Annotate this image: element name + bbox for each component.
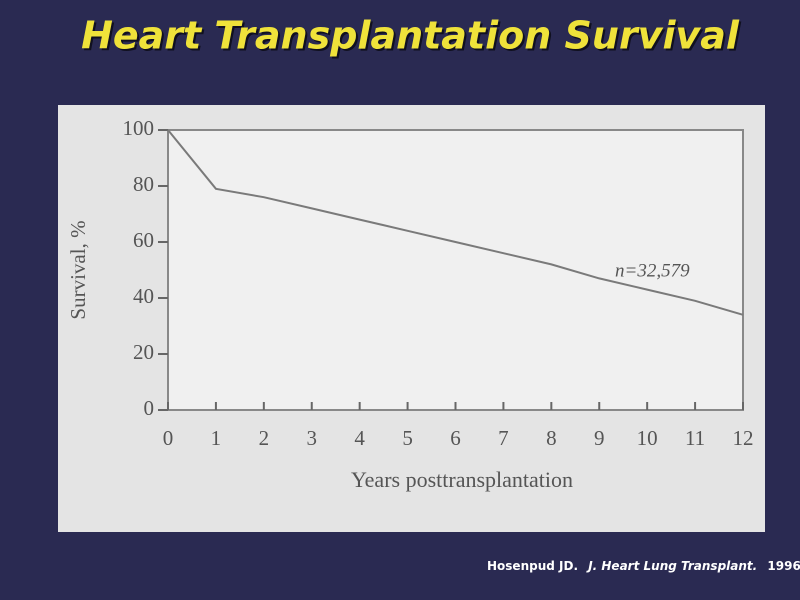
survival-line [167,129,744,316]
y-tick-label: 100 [123,116,155,140]
y-tick-label: 40 [133,284,154,308]
x-tick-label: 0 [163,426,174,450]
y-tick-label: 60 [133,228,154,252]
citation: Hosenpud JD. J. Heart Lung Transplant. 1… [487,559,800,573]
x-axis-label: Years posttransplantation [351,467,573,492]
x-tick-label: 5 [402,426,413,450]
y-tick-label: 20 [133,340,154,364]
citation-journal: J. Heart Lung Transplant. [586,559,757,573]
plot-area [167,129,744,411]
x-tick-label: 10 [637,426,658,450]
y-axis-label: Survival, % [66,220,90,319]
annotation: n=32,579 [615,260,690,281]
x-tick-label: 6 [450,426,461,450]
x-tick-label: 12 [733,426,754,450]
slide-title: Heart Transplantation Survival [81,14,740,58]
x-tick-label: 8 [546,426,557,450]
x-tick-label: 2 [259,426,270,450]
x-tick-label: 9 [594,426,605,450]
citation-author: Hosenpud JD. [487,559,578,573]
citation-year: 1996 [767,559,800,573]
y-tick-label: 80 [133,172,154,196]
x-tick-label: 4 [354,426,365,450]
x-tick-label: 1 [211,426,222,450]
x-tick-label: 7 [498,426,509,450]
title-shadow: Heart Transplantation Survival [83,16,742,60]
y-tick-label: 0 [144,396,155,420]
x-tick-label: 11 [685,426,705,450]
x-tick-label: 3 [307,426,318,450]
